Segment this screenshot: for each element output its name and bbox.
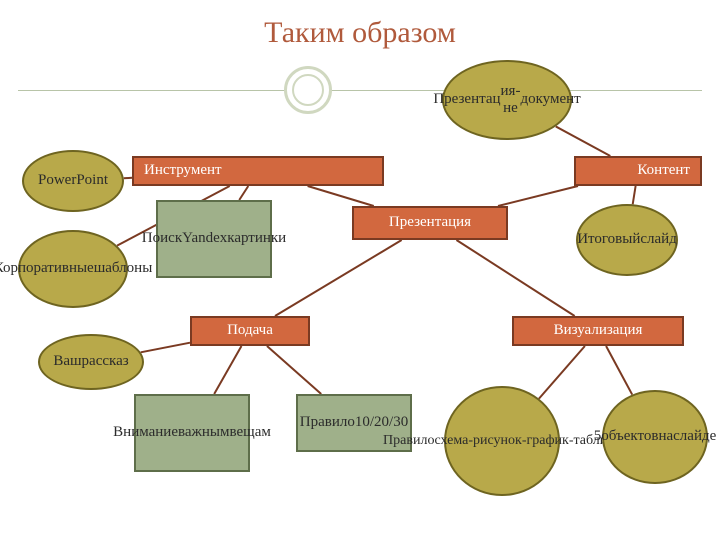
node-presentation: Презентация <box>352 206 508 240</box>
node-visual: Визуализация <box>512 316 684 346</box>
edge <box>308 186 374 206</box>
node-instrument: Инструмент <box>132 156 384 186</box>
node-content: Контент <box>574 156 702 186</box>
edge <box>539 346 585 399</box>
node-story: Вашрассказ <box>38 334 144 390</box>
node-delivery: Подача <box>190 316 310 346</box>
node-powerpoint: PowerPoint <box>22 150 124 212</box>
node-templates: Корпоративныешаблоны <box>18 230 128 308</box>
node-prez-not-doc: Презентация- недокумент <box>442 60 572 140</box>
node-attention: Вниманиеважнымвещам <box>134 394 250 472</box>
edge <box>214 346 241 394</box>
edge <box>456 240 574 316</box>
node-rule-schema: Правилосхема-рисунок-график-таблица <box>444 386 560 496</box>
node-search: ПоискYandexкартинки <box>156 200 272 278</box>
slide-stage: Таким образом Презентация- недокумент Pow… <box>0 0 720 540</box>
edge <box>556 126 611 156</box>
edge <box>606 346 632 395</box>
edge <box>239 186 248 200</box>
edge <box>267 346 321 394</box>
edge <box>498 186 578 206</box>
title-ornament-inner <box>292 74 324 106</box>
node-final-slide: Итоговыйслайд <box>576 204 678 276</box>
edge <box>275 240 402 316</box>
edge <box>141 343 190 353</box>
slide-title: Таким образом <box>0 16 720 50</box>
edge <box>633 186 636 204</box>
title-rule <box>18 90 702 91</box>
node-five-objects: 5объектовнаслайде <box>602 390 708 484</box>
